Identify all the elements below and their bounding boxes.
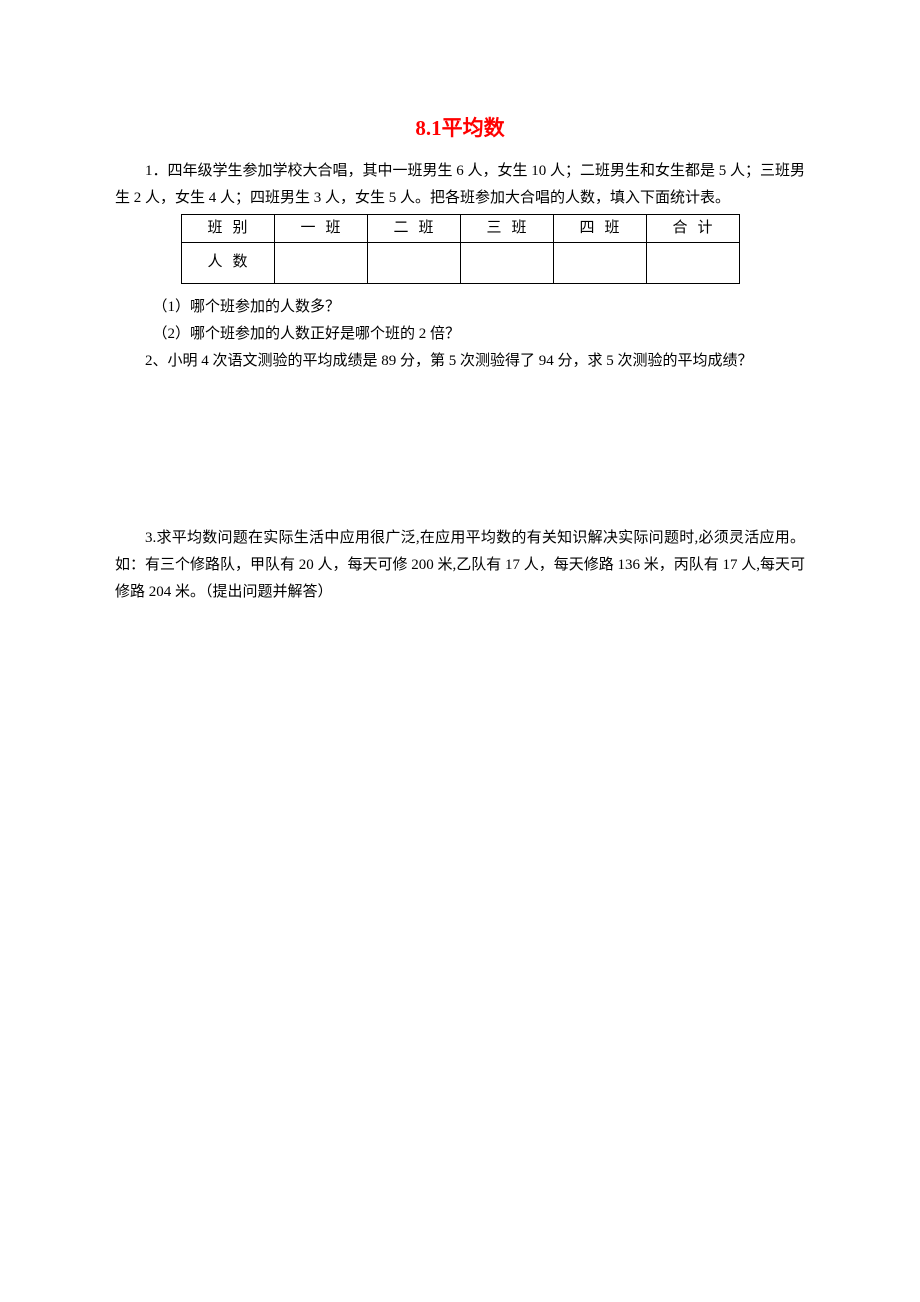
table-data-row: 人数: [181, 242, 739, 283]
th-col-3: 三班: [460, 214, 553, 242]
stats-table: 班别 一班 二班 三班 四班 合计 人数: [181, 214, 740, 284]
td-val-3: [460, 242, 553, 283]
table-header-row: 班别 一班 二班 三班 四班 合计: [181, 214, 739, 242]
problem-1-q2: （2）哪个班参加的人数正好是哪个班的 2 倍？: [115, 321, 805, 348]
th-col-1: 一班: [274, 214, 367, 242]
th-col-2: 二班: [367, 214, 460, 242]
td-val-total: [646, 242, 739, 283]
td-val-4: [553, 242, 646, 283]
problem-2-text: 2、小明 4 次语文测验的平均成绩是 89 分，第 5 次测验得了 94 分，求…: [115, 348, 805, 375]
th-col-total: 合计: [646, 214, 739, 242]
spacer: [115, 375, 805, 525]
doc-title: 8.1平均数: [115, 110, 805, 148]
td-val-1: [274, 242, 367, 283]
page: 8.1平均数 1．四年级学生参加学校大合唱，其中一班男生 6 人，女生 10 人…: [0, 0, 920, 1302]
td-row-label: 人数: [181, 242, 274, 283]
th-row-header: 班别: [181, 214, 274, 242]
problem-3-text: 3.求平均数问题在实际生活中应用很广泛,在应用平均数的有关知识解决实际问题时,必…: [115, 525, 805, 606]
problem-1-q1: （1）哪个班参加的人数多？: [115, 294, 805, 321]
th-col-4: 四班: [553, 214, 646, 242]
td-val-2: [367, 242, 460, 283]
problem-1-text: 1．四年级学生参加学校大合唱，其中一班男生 6 人，女生 10 人；二班男生和女…: [115, 158, 805, 212]
